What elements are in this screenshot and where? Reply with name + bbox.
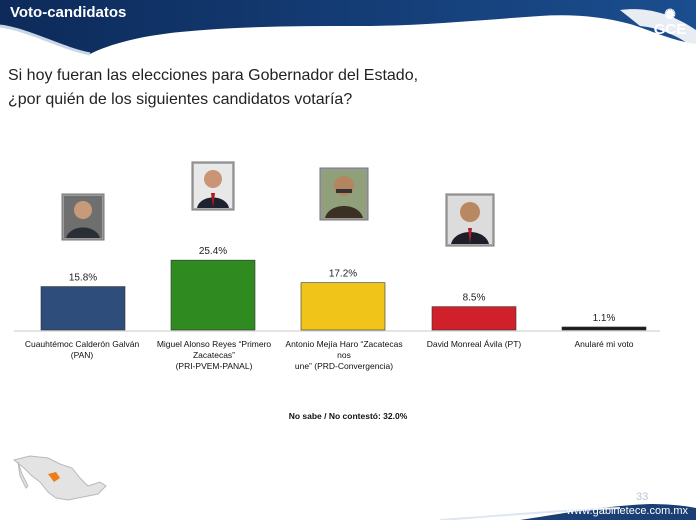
page-number: 33 [636,491,649,503]
bar-2 [170,259,256,331]
bar-value-label-1: 15.8% [69,273,97,284]
bar-value-label-5: 1.1% [593,313,616,324]
question-line-2: ¿por quién de los siguientes candidatos … [8,91,353,108]
vote-bar-chart: 15.8% 25.4% 17.2% 8.5% 1.1% [14,161,660,332]
footer-banner [439,504,696,520]
candidate-photo-3 [319,167,369,221]
bar-value-label-4: 8.5% [463,293,486,304]
question-line-1: Si hoy fueran las elecciones para Gobern… [8,67,419,84]
category-label-1: Cuauhtémoc Calderón Galván (PAN) [24,339,140,360]
candidate-photo-1 [61,193,105,241]
gce-logo: ✺ GCE [650,6,690,40]
no-answer-note: No sabe / No contestó: 32.0% [288,411,408,421]
header-banner [0,0,696,56]
candidate-photo-4 [445,193,495,247]
bar-1 [40,286,126,331]
footer-url: www.gabinetece.com.mx [566,505,688,517]
logo-swirl-icon: ✺ [664,6,676,22]
bar-value-label-3: 17.2% [329,269,357,280]
category-label-2: Miguel Alonso Reyes “Primero Zacatecas” … [156,339,272,371]
bar-value-label-2: 25.4% [199,246,227,257]
candidate-photo-2 [191,161,235,211]
bar-3 [300,282,386,331]
category-label-4: David Monreal Ávila (PT) [426,339,522,349]
bar-4 [431,306,517,331]
survey-question: Si hoy fueran las elecciones para Gobern… [8,64,608,112]
category-label-5: Anularé mi voto [574,339,634,349]
mexico-map-icon [12,455,107,501]
bar-5 [561,326,647,331]
logo-text: GCE [653,21,687,38]
page-title: Voto-candidatos [10,4,127,21]
category-label-3: Antonio Mejía Haro “Zacatecas nos une” (… [285,339,403,371]
